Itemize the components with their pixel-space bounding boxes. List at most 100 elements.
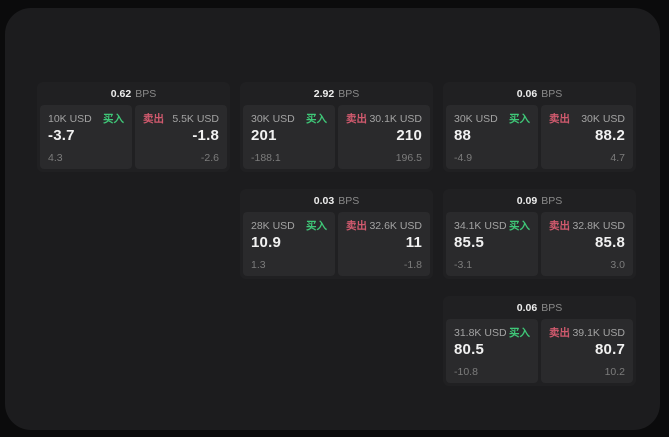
quote-card-body: 31.8K USD 买入 80.5 -10.8 卖出 39.1K USD 80.…	[443, 319, 636, 386]
sell-price: 210	[396, 127, 422, 144]
sell-label: 卖出	[549, 327, 570, 339]
sell-delta: -1.8	[403, 259, 422, 271]
buy-delta: -3.1	[454, 259, 473, 271]
quote-card-body: 30K USD 买入 88 -4.9 卖出 30K USD 88.2 4.7	[443, 105, 636, 172]
quote-card-body: 28K USD 买入 10.9 1.3 卖出 32.6K USD 11 -1.8	[240, 212, 433, 279]
sell-panel[interactable]: 卖出 32.8K USD 85.8 3.0	[541, 212, 633, 276]
quote-card-grid: 0.62 BPS 10K USD 买入 -3.7 4.3 卖出 5.5K USD	[37, 82, 636, 386]
sell-price: -1.8	[192, 127, 219, 144]
quote-card: 0.62 BPS 10K USD 买入 -3.7 4.3 卖出 5.5K USD	[37, 82, 230, 172]
buy-delta: 4.3	[48, 152, 63, 164]
buy-panel[interactable]: 31.8K USD 买入 80.5 -10.8	[446, 319, 538, 383]
sell-label: 卖出	[346, 113, 367, 125]
bps-unit-label: BPS	[541, 87, 563, 100]
buy-label: 买入	[103, 113, 124, 125]
buy-label: 买入	[306, 113, 327, 125]
sell-price: 85.8	[595, 234, 625, 251]
quote-card: 0.06 BPS 31.8K USD 买入 80.5 -10.8 卖出 39.1…	[443, 296, 636, 386]
sell-price: 11	[405, 234, 422, 251]
buy-price: 80.5	[454, 341, 484, 358]
buy-panel[interactable]: 28K USD 买入 10.9 1.3	[243, 212, 335, 276]
bps-value: 0.06	[516, 301, 538, 314]
buy-label-row: 30K USD 买入	[454, 111, 530, 126]
sell-panel[interactable]: 卖出 30K USD 88.2 4.7	[541, 105, 633, 169]
buy-label: 买入	[509, 327, 530, 339]
sell-delta: 3.0	[610, 259, 625, 271]
bps-header: 0.62 BPS	[37, 82, 230, 105]
quote-card: 0.06 BPS 30K USD 买入 88 -4.9 卖出 30K USD	[443, 82, 636, 172]
buy-panel[interactable]: 30K USD 买入 88 -4.9	[446, 105, 538, 169]
quote-card-body: 30K USD 买入 201 -188.1 卖出 30.1K USD 210 1…	[240, 105, 433, 172]
sell-label-row: 卖出 32.6K USD	[346, 218, 422, 233]
buy-size: 30K USD	[251, 113, 295, 125]
sell-size: 32.8K USD	[572, 220, 625, 232]
buy-label-row: 10K USD 买入	[48, 111, 124, 126]
buy-panel[interactable]: 10K USD 买入 -3.7 4.3	[40, 105, 132, 169]
buy-label-row: 31.8K USD 买入	[454, 325, 530, 340]
bps-header: 2.92 BPS	[240, 82, 433, 105]
buy-price: 88	[454, 127, 472, 144]
sell-size: 5.5K USD	[172, 113, 219, 125]
buy-panel[interactable]: 34.1K USD 买入 85.5 -3.1	[446, 212, 538, 276]
buy-price: -3.7	[48, 127, 75, 144]
buy-label: 买入	[509, 220, 530, 232]
buy-price: 201	[251, 127, 277, 144]
buy-size: 10K USD	[48, 113, 92, 125]
bps-header: 0.06 BPS	[443, 82, 636, 105]
buy-delta: 1.3	[251, 259, 266, 271]
sell-delta: 10.2	[604, 366, 625, 378]
sell-price: 88.2	[595, 127, 625, 144]
sell-label: 卖出	[549, 113, 570, 125]
sell-size: 32.6K USD	[369, 220, 422, 232]
sell-panel[interactable]: 卖出 30.1K USD 210 196.5	[338, 105, 430, 169]
sell-delta: 4.7	[610, 152, 625, 164]
buy-label-row: 28K USD 买入	[251, 218, 327, 233]
quote-card-body: 34.1K USD 买入 85.5 -3.1 卖出 32.8K USD 85.8…	[443, 212, 636, 279]
sell-label: 卖出	[549, 220, 570, 232]
sell-delta: -2.6	[200, 152, 219, 164]
buy-label-row: 34.1K USD 买入	[454, 218, 530, 233]
quotes-panel: 0.62 BPS 10K USD 买入 -3.7 4.3 卖出 5.5K USD	[5, 8, 660, 430]
bps-value: 0.62	[110, 87, 132, 100]
quote-card: 2.92 BPS 30K USD 买入 201 -188.1 卖出 30.1K …	[240, 82, 433, 172]
quote-card: 0.09 BPS 34.1K USD 买入 85.5 -3.1 卖出 32.8K…	[443, 189, 636, 279]
sell-label-row: 卖出 5.5K USD	[143, 111, 219, 126]
bps-value: 0.03	[313, 194, 335, 207]
sell-delta: 196.5	[395, 152, 422, 164]
bps-value: 0.09	[516, 194, 538, 207]
buy-delta: -4.9	[454, 152, 473, 164]
sell-size: 30.1K USD	[369, 113, 422, 125]
sell-size: 39.1K USD	[572, 327, 625, 339]
bps-header: 0.03 BPS	[240, 189, 433, 212]
quote-card-body: 10K USD 买入 -3.7 4.3 卖出 5.5K USD -1.8 -2.…	[37, 105, 230, 172]
bps-value: 2.92	[313, 87, 335, 100]
sell-label-row: 卖出 30K USD	[549, 111, 625, 126]
buy-size: 31.8K USD	[454, 327, 507, 339]
buy-size: 34.1K USD	[454, 220, 507, 232]
sell-panel[interactable]: 卖出 39.1K USD 80.7 10.2	[541, 319, 633, 383]
buy-label: 买入	[306, 220, 327, 232]
bps-header: 0.06 BPS	[443, 296, 636, 319]
sell-label-row: 卖出 32.8K USD	[549, 218, 625, 233]
bps-unit-label: BPS	[338, 87, 360, 100]
bps-unit-label: BPS	[135, 87, 157, 100]
sell-label-row: 卖出 30.1K USD	[346, 111, 422, 126]
buy-label-row: 30K USD 买入	[251, 111, 327, 126]
quote-card: 0.03 BPS 28K USD 买入 10.9 1.3 卖出 32.6K US…	[240, 189, 433, 279]
buy-price: 10.9	[251, 234, 281, 251]
sell-panel[interactable]: 卖出 32.6K USD 11 -1.8	[338, 212, 430, 276]
buy-panel[interactable]: 30K USD 买入 201 -188.1	[243, 105, 335, 169]
bps-unit-label: BPS	[541, 301, 563, 314]
buy-size: 28K USD	[251, 220, 295, 232]
buy-delta: -10.8	[454, 366, 478, 378]
sell-size: 30K USD	[581, 113, 625, 125]
buy-label: 买入	[509, 113, 530, 125]
bps-header: 0.09 BPS	[443, 189, 636, 212]
sell-label: 卖出	[143, 113, 164, 125]
buy-size: 30K USD	[454, 113, 498, 125]
sell-label: 卖出	[346, 220, 367, 232]
sell-price: 80.7	[595, 341, 625, 358]
buy-price: 85.5	[454, 234, 484, 251]
sell-panel[interactable]: 卖出 5.5K USD -1.8 -2.6	[135, 105, 227, 169]
bps-unit-label: BPS	[541, 194, 563, 207]
